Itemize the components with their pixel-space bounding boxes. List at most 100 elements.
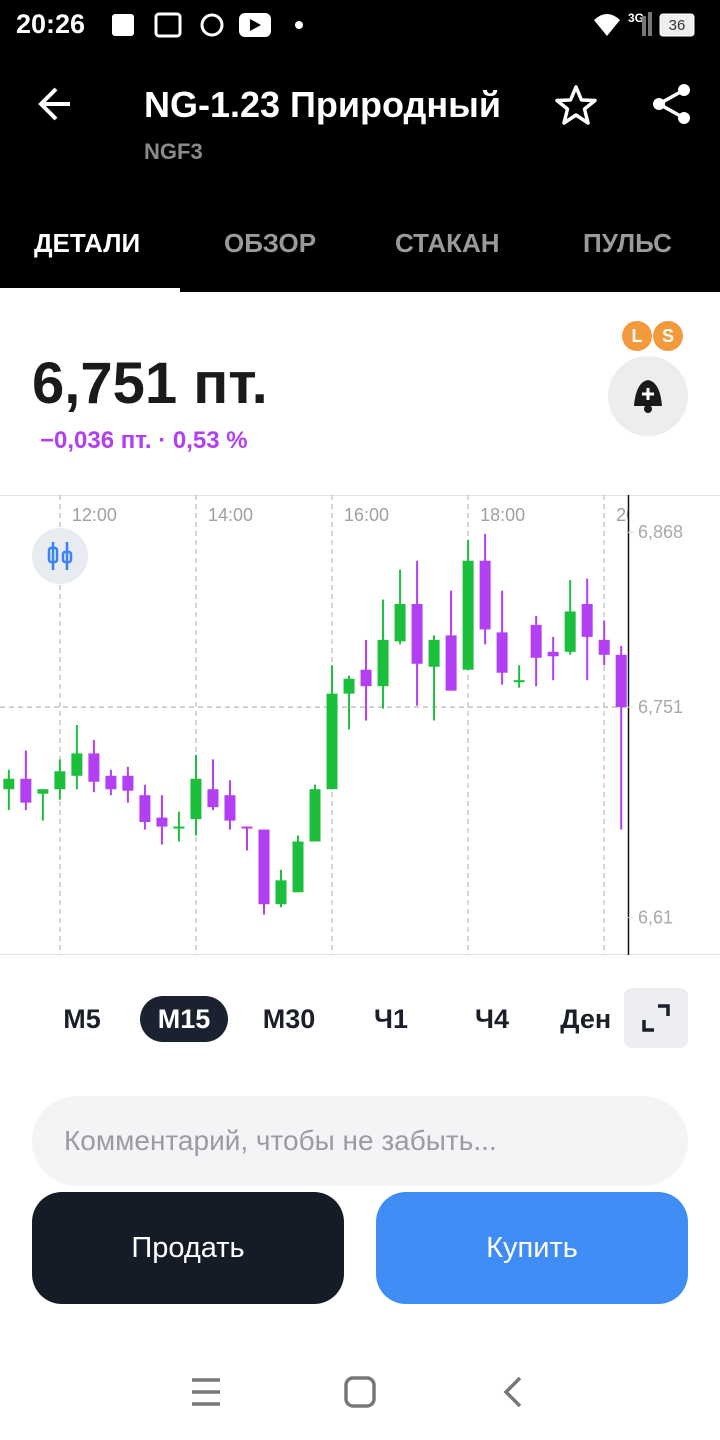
candle-body	[581, 604, 593, 637]
badge	[653, 321, 683, 351]
timeframe[interactable]: M5	[63, 1004, 101, 1034]
candle-body	[37, 789, 49, 794]
candle-body	[20, 778, 32, 803]
status-time: 20:26	[16, 9, 86, 39]
timeframe[interactable]: День	[560, 1004, 612, 1034]
candle-body	[598, 639, 610, 655]
candle-body	[309, 789, 321, 842]
instrument-title: NG-1.23 Природный	[144, 84, 502, 125]
candle-body	[564, 611, 576, 652]
network: 3G	[628, 11, 644, 25]
timeframe[interactable]: Ч4	[475, 1004, 509, 1034]
signal	[642, 16, 646, 36]
timeframe[interactable]: M30	[262, 1004, 316, 1034]
alert-area: L S	[608, 321, 688, 436]
x-tick-label: 20:00	[616, 505, 661, 525]
chart-type-icon	[47, 542, 73, 570]
candle-body	[292, 841, 304, 893]
candle-body	[428, 639, 440, 667]
home-button[interactable]	[344, 1376, 376, 1408]
candle-body	[394, 604, 406, 642]
tab[interactable]: ДЕТАЛИ	[34, 228, 141, 258]
candle-body	[445, 635, 457, 691]
battery-level: 36	[669, 17, 686, 34]
signal	[648, 12, 652, 36]
icon	[154, 12, 182, 38]
candle-body	[360, 669, 372, 687]
tab[interactable]: ОБЗОР	[224, 228, 317, 258]
candle-body	[88, 753, 100, 782]
candle-body	[326, 693, 338, 790]
app-header	[0, 0, 720, 292]
icon	[200, 13, 224, 37]
y-tick-label: 6,61	[638, 907, 673, 927]
buy-button[interactable]: Купить	[376, 1192, 688, 1304]
tab-indicator	[0, 288, 180, 292]
candle-body	[411, 604, 423, 664]
candle-body	[377, 639, 389, 687]
icon	[250, 19, 261, 31]
nav-bar	[192, 1376, 522, 1408]
candle-body	[173, 826, 185, 829]
candle-body	[105, 775, 117, 790]
candle-body	[71, 753, 83, 776]
status-icons	[112, 12, 303, 38]
tab[interactable]: СТАКАН	[395, 228, 500, 258]
candle-body	[615, 654, 627, 708]
candle-body	[275, 880, 287, 905]
candle-body	[462, 560, 474, 670]
x-tick-label: 18:00	[480, 505, 525, 525]
candle-body	[496, 632, 508, 673]
candle-body	[224, 795, 236, 821]
wifi-icon	[594, 14, 620, 36]
x-tick-label: 14:00	[208, 505, 253, 525]
lines	[655, 88, 685, 120]
candle-body	[190, 778, 202, 820]
candle-body	[513, 680, 525, 683]
share-button[interactable]	[650, 82, 694, 126]
candle-body	[479, 560, 491, 630]
back-button[interactable]	[36, 84, 76, 124]
timeframe[interactable]: M15	[140, 996, 228, 1042]
candle-body	[156, 817, 168, 827]
candle-body	[241, 826, 253, 829]
candle-body	[54, 771, 66, 790]
back-nav-button[interactable]	[503, 1376, 522, 1408]
plot-area: 12:00 14:00 16:00 18:00 20:00	[0, 495, 661, 955]
x-tick-label: 12:00	[72, 505, 117, 525]
favorite-button[interactable]	[554, 84, 598, 126]
button-bg	[624, 988, 688, 1048]
placeholder: Комментарий, чтобы не забыть...	[64, 1125, 497, 1156]
candle-body	[122, 775, 134, 791]
icon	[112, 14, 134, 36]
instrument-ticker: NGF3	[144, 139, 203, 164]
star	[555, 85, 597, 125]
expand-icon	[642, 1004, 670, 1032]
price: 6,751 пт.	[32, 351, 268, 416]
badge-text: L	[632, 326, 643, 346]
candle-body	[258, 829, 270, 905]
candle-body	[530, 624, 542, 658]
candlestick-chart: 12:00 14:00 16:00 18:00 20:00 6,868 6,751 6,61	[0, 495, 720, 955]
bell	[644, 405, 652, 413]
x-tick-label: 16:00	[344, 505, 389, 525]
comment-input[interactable]: Комментарий, чтобы не забыть...	[32, 1096, 688, 1186]
status-right: 3G 36	[594, 11, 695, 37]
icon	[295, 21, 303, 29]
candle-body	[343, 678, 355, 694]
timeframe[interactable]: Ч1	[374, 1004, 408, 1034]
price-change: −0,036 пт. · 0,53 %	[40, 427, 248, 454]
chart-type-button[interactable]	[32, 528, 88, 584]
y-tick-label: 6,868	[638, 522, 683, 542]
candle-body	[207, 789, 219, 808]
candle-body	[139, 795, 151, 823]
fullscreen-button[interactable]	[624, 988, 688, 1048]
tab[interactable]: ПУЛЬС	[583, 228, 672, 258]
y-tick-label: 6,751	[638, 697, 683, 717]
candle-body	[3, 778, 15, 790]
sell-button[interactable]: Продать	[32, 1192, 344, 1304]
menu-button[interactable]	[192, 1378, 220, 1406]
timeframes: M5 M15 M30 Ч1 Ч4 День	[63, 996, 612, 1042]
badge-text: S	[662, 326, 674, 346]
